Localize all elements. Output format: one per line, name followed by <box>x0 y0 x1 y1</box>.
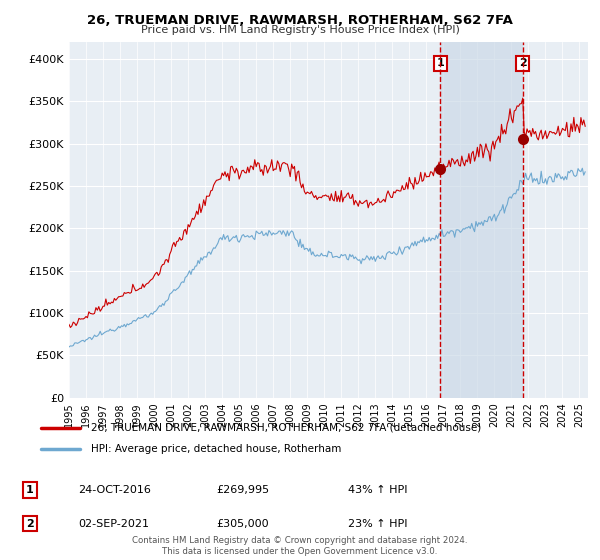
Text: 1: 1 <box>26 485 34 495</box>
Text: 26, TRUEMAN DRIVE, RAWMARSH, ROTHERHAM, S62 7FA (detached house): 26, TRUEMAN DRIVE, RAWMARSH, ROTHERHAM, … <box>91 423 481 433</box>
Text: Contains HM Land Registry data © Crown copyright and database right 2024.
This d: Contains HM Land Registry data © Crown c… <box>132 536 468 556</box>
Text: 43% ↑ HPI: 43% ↑ HPI <box>348 485 407 495</box>
Text: 2: 2 <box>26 519 34 529</box>
Text: 2: 2 <box>519 58 527 68</box>
Text: 1: 1 <box>436 58 444 68</box>
Text: HPI: Average price, detached house, Rotherham: HPI: Average price, detached house, Roth… <box>91 444 341 454</box>
Text: 23% ↑ HPI: 23% ↑ HPI <box>348 519 407 529</box>
Text: 26, TRUEMAN DRIVE, RAWMARSH, ROTHERHAM, S62 7FA: 26, TRUEMAN DRIVE, RAWMARSH, ROTHERHAM, … <box>87 14 513 27</box>
Text: Price paid vs. HM Land Registry's House Price Index (HPI): Price paid vs. HM Land Registry's House … <box>140 25 460 35</box>
Text: 24-OCT-2016: 24-OCT-2016 <box>78 485 151 495</box>
Text: 02-SEP-2021: 02-SEP-2021 <box>78 519 149 529</box>
Text: £269,995: £269,995 <box>216 485 269 495</box>
Bar <box>440 42 523 398</box>
Text: £305,000: £305,000 <box>216 519 269 529</box>
